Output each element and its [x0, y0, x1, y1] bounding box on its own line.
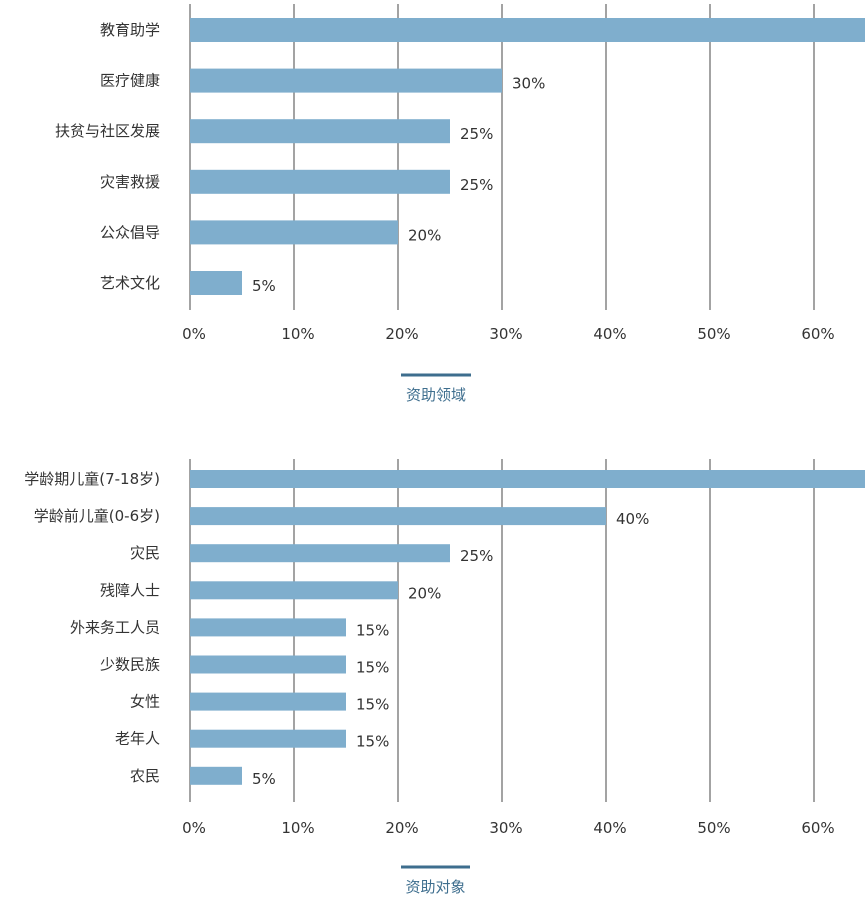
bar: [190, 18, 865, 42]
data-label: 25%: [460, 547, 493, 565]
category-label: 女性: [130, 693, 160, 711]
chart-2: 学龄期儿童(7-18岁)65%学龄前儿童(0-6岁)40%灾民25%残障人士20…: [24, 459, 865, 896]
bar: [190, 169, 450, 194]
data-label: 25%: [460, 125, 493, 143]
bar: [190, 581, 398, 600]
chart-title: 资助对象: [405, 878, 465, 896]
data-label: 40%: [616, 510, 649, 528]
category-label: 农民: [130, 767, 160, 785]
category-label: 老年人: [115, 730, 160, 748]
x-tick-label: 50%: [697, 325, 730, 343]
x-tick-label: 60%: [801, 819, 834, 837]
x-tick-label: 20%: [385, 819, 418, 837]
category-label: 灾害救援: [100, 173, 160, 191]
chart-1: 教育助学65%医疗健康30%扶贫与社区发展25%灾害救援25%公众倡导20%艺术…: [55, 4, 865, 404]
x-tick-label: 50%: [697, 819, 730, 837]
data-label: 15%: [356, 659, 389, 677]
x-tick-label: 40%: [593, 325, 626, 343]
data-label: 30%: [512, 75, 545, 93]
data-label: 5%: [252, 770, 276, 788]
x-tick-label: 40%: [593, 819, 626, 837]
category-label: 灾民: [130, 544, 160, 562]
x-tick-label: 10%: [281, 819, 314, 837]
x-tick-label: 20%: [385, 325, 418, 343]
x-tick-label: 30%: [489, 819, 522, 837]
bar: [190, 544, 450, 563]
data-label: 15%: [356, 621, 389, 639]
bar: [190, 68, 502, 93]
bar: [190, 507, 606, 526]
x-tick-label: 60%: [801, 325, 834, 343]
bar: [190, 618, 346, 637]
data-label: 20%: [408, 584, 441, 602]
data-label: 15%: [356, 696, 389, 714]
bar: [190, 119, 450, 144]
data-label: 15%: [356, 733, 389, 751]
x-tick-label: 0%: [182, 325, 206, 343]
data-label: 5%: [252, 277, 276, 295]
bar: [190, 692, 346, 711]
category-label: 学龄前儿童(0-6岁): [34, 507, 160, 525]
x-tick-label: 30%: [489, 325, 522, 343]
bar: [190, 655, 346, 674]
bar: [190, 729, 346, 748]
category-label: 少数民族: [100, 656, 160, 674]
chart-title: 资助领域: [406, 386, 466, 404]
bar: [190, 470, 865, 488]
category-label: 教育助学: [100, 21, 160, 39]
category-label: 艺术文化: [100, 274, 160, 292]
bar: [190, 766, 242, 785]
x-tick-label: 0%: [182, 819, 206, 837]
category-label: 残障人士: [100, 581, 160, 599]
category-label: 学龄期儿童(7-18岁): [24, 470, 160, 488]
category-label: 医疗健康: [100, 72, 160, 90]
x-tick-label: 10%: [281, 325, 314, 343]
bar: [190, 220, 398, 245]
category-label: 公众倡导: [100, 223, 160, 241]
data-label: 20%: [408, 226, 441, 244]
category-label: 扶贫与社区发展: [55, 122, 160, 140]
category-label: 外来务工人员: [70, 618, 160, 636]
data-label: 25%: [460, 176, 493, 194]
bar: [190, 271, 242, 295]
